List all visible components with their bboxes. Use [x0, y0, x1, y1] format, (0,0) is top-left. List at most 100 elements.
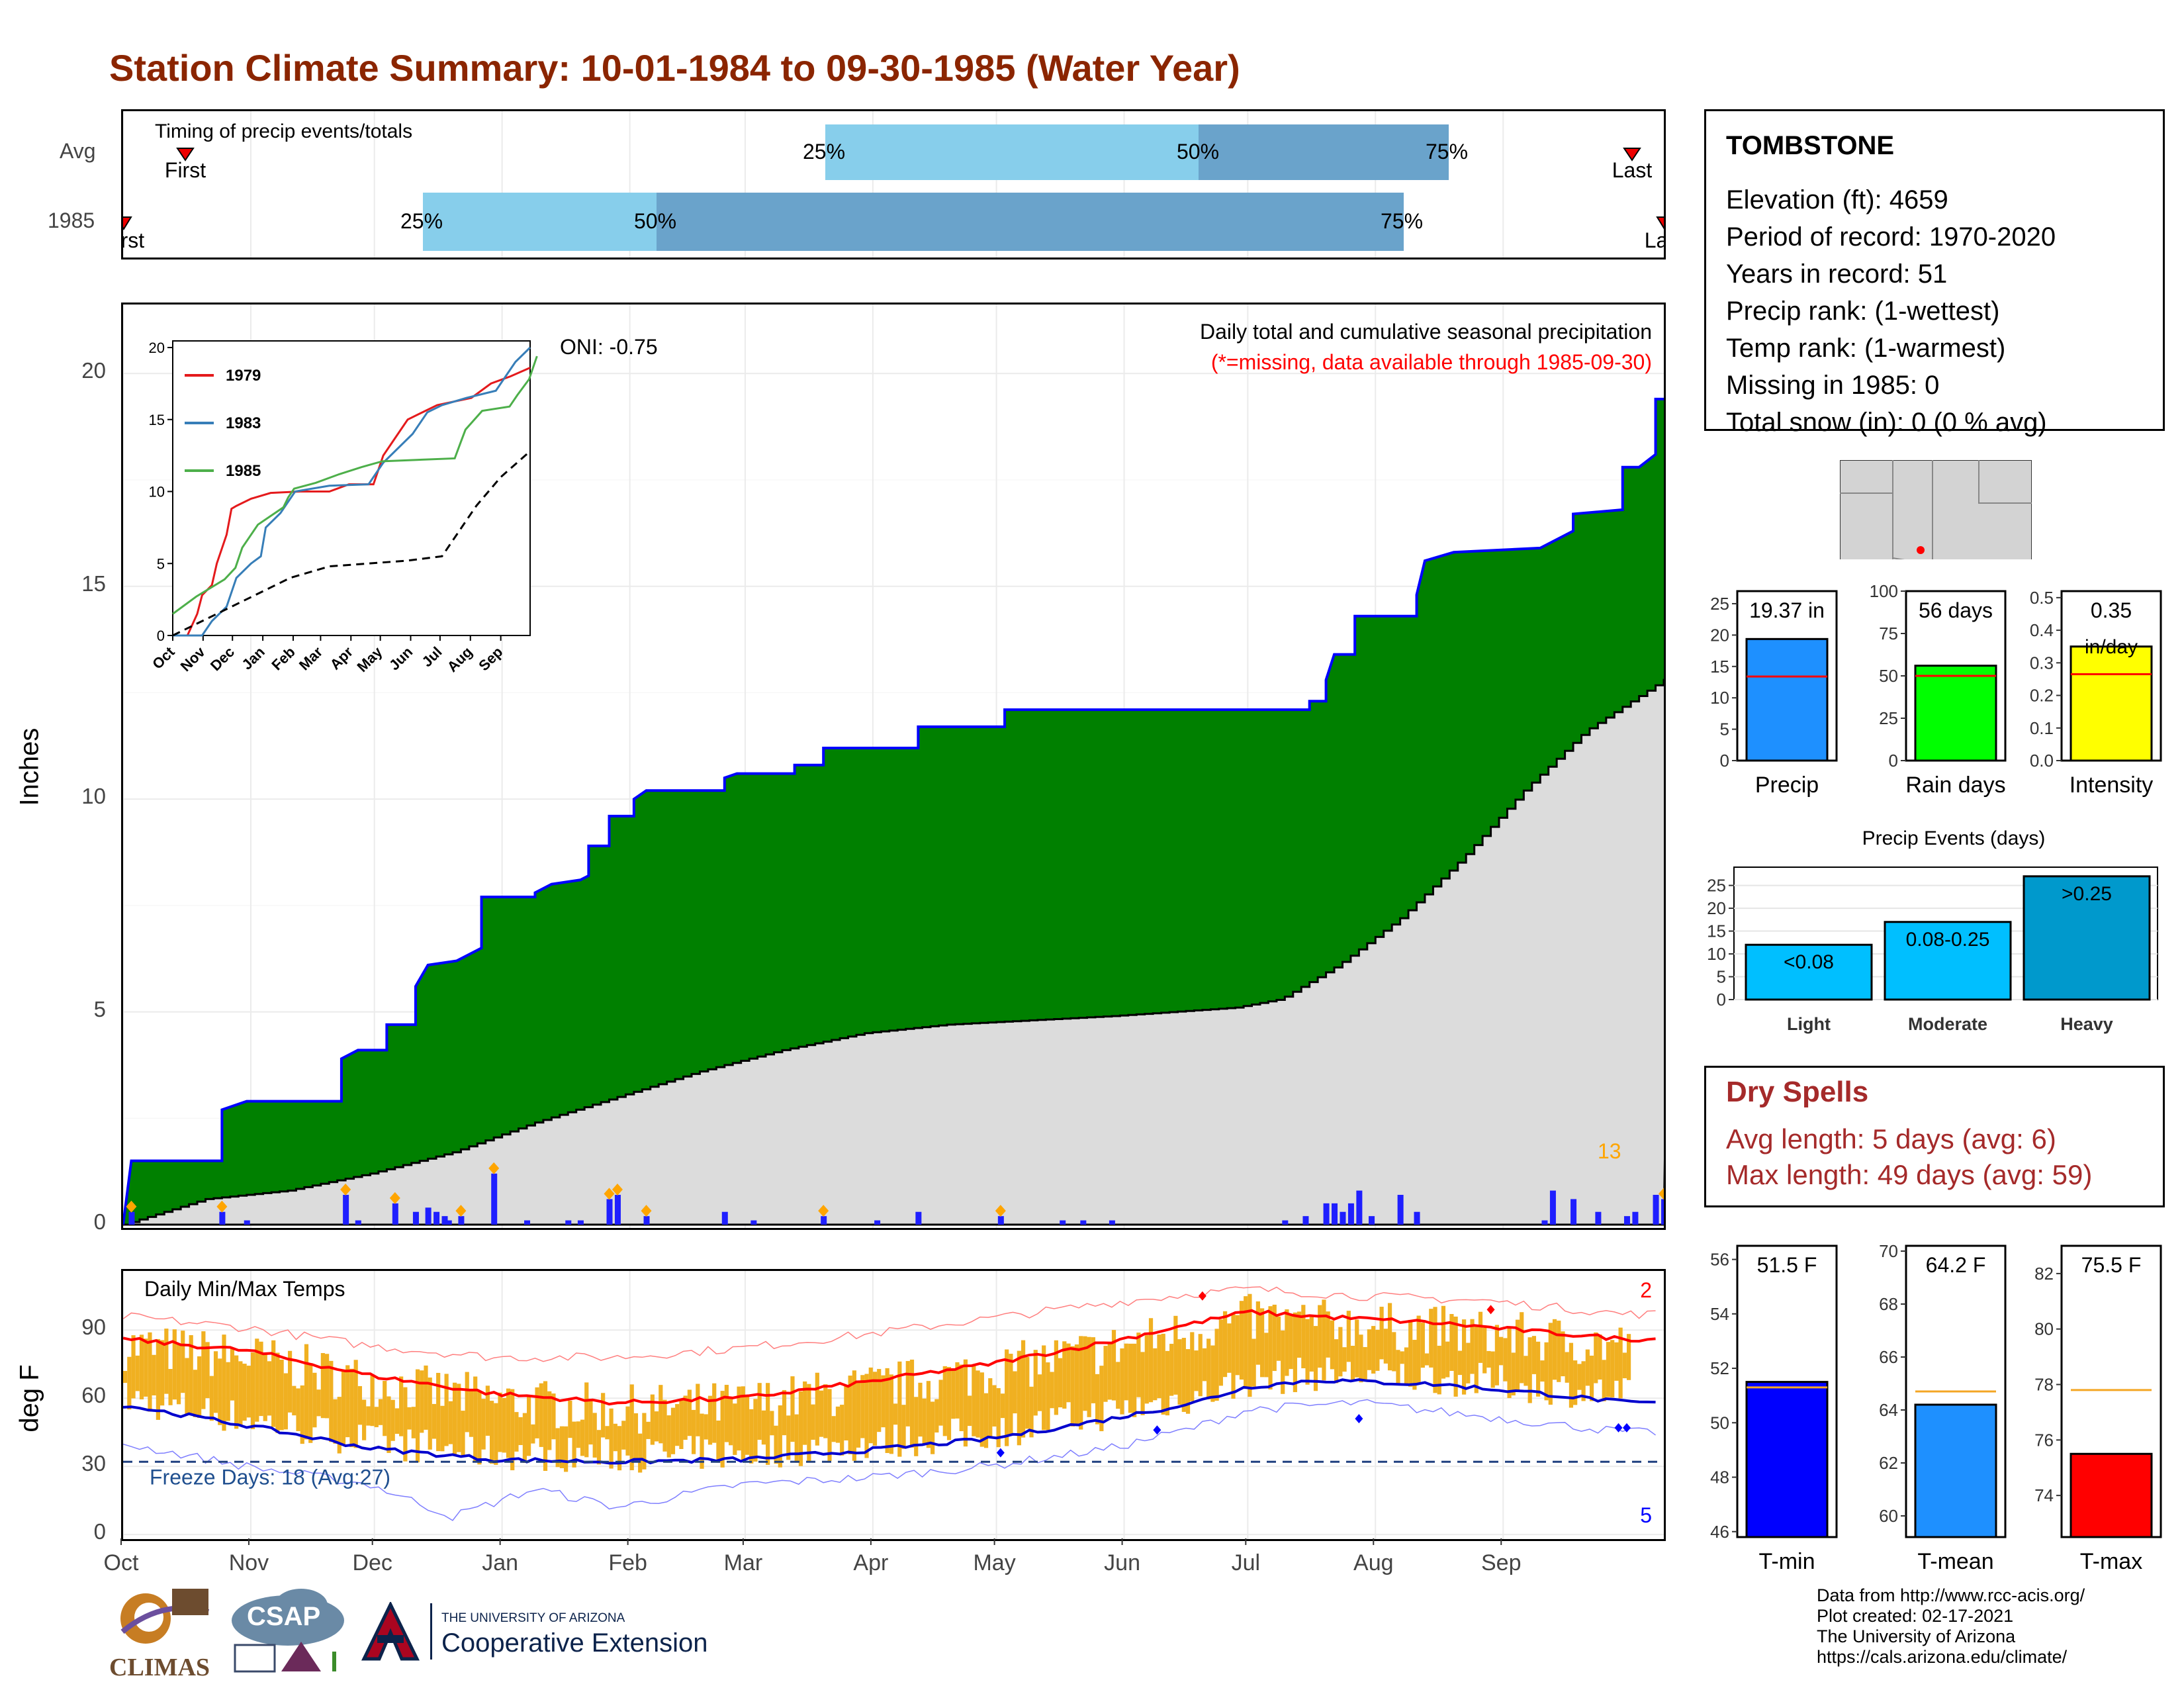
daily-temp-bar: [1363, 1346, 1367, 1380]
daily-temp-bar: [320, 1353, 325, 1419]
daily-temp-bar: [1507, 1327, 1512, 1398]
daily-temp-bar: [1577, 1364, 1582, 1390]
climas-logo-text: CLIMAS: [109, 1654, 210, 1681]
daily-temp-bar: [494, 1403, 498, 1465]
station-name: TOMBSTONE: [1726, 131, 1895, 160]
t-mean-ytick-label: 60: [1879, 1506, 1898, 1526]
precip-total-chart: 0 5 10 15 20 25 19.37 in Precip: [1710, 590, 1838, 798]
precip-events-bar-label: 0.08-0.25: [1906, 929, 1990, 951]
daily-temp-bar: [1581, 1361, 1586, 1401]
daily-temp-bar: [394, 1408, 400, 1434]
daily-temp-bar: [1527, 1337, 1532, 1403]
precip-events-bar: [2023, 875, 2151, 1001]
daily-precip-bar: [343, 1195, 349, 1225]
t-mean-ytick-label: 66: [1879, 1347, 1898, 1367]
page-title: Station Climate Summary: 10-01-1984 to 0…: [109, 47, 1240, 89]
daily-temp-bar: [296, 1388, 300, 1431]
station-snow: Total snow (in): 0 (0 % avg): [1726, 408, 2047, 437]
daily-temp-bar: [1520, 1312, 1524, 1383]
heavy-event-marker: [641, 1205, 652, 1217]
daily-temp-bar: [868, 1367, 873, 1444]
t-mean-category-label: T-mean: [1917, 1549, 1993, 1574]
daily-precip-bar: [219, 1211, 226, 1225]
temp-panel: Freeze Days: 18 (Avg:27) Daily Min/Max Te…: [121, 1269, 1666, 1541]
daily-temp-bar: [757, 1383, 762, 1440]
daily-temp-bar: [193, 1370, 198, 1417]
daily-temp-bar: [835, 1406, 841, 1443]
daily-temp-bar: [988, 1378, 993, 1438]
avg-early-bar: [825, 124, 1199, 180]
daily-temp-bar: [741, 1386, 745, 1462]
precip-total-ytick-label: 5: [1720, 720, 1729, 739]
daily-temp-bar: [1618, 1327, 1623, 1399]
daily-temp-bar: [1379, 1307, 1384, 1360]
daily-temp-bar: [481, 1399, 486, 1450]
daily-temp-bar: [506, 1388, 511, 1458]
month-label: Jul: [1232, 1550, 1260, 1575]
daily-temp-bar: [790, 1376, 795, 1442]
daily-temp-bar: [271, 1340, 276, 1427]
daily-temp-bar: [934, 1399, 939, 1433]
daily-temp-bar: [707, 1395, 713, 1445]
daily-precip-bar: [1369, 1216, 1375, 1225]
daily-temp-bar: [444, 1374, 449, 1446]
daily-temp-bar: [1005, 1349, 1009, 1446]
daily-temp-bar: [353, 1360, 358, 1448]
ua-a-icon: [361, 1601, 420, 1661]
daily-temp-bar: [1161, 1333, 1165, 1415]
daily-temp-bar: [1585, 1349, 1590, 1386]
daily-temp-bar: [1120, 1348, 1124, 1415]
daily-precip-bar: [577, 1220, 584, 1225]
inset-ytick-label: 5: [157, 555, 165, 572]
daily-temp-bar: [831, 1416, 836, 1442]
daily-temp-bar: [1058, 1358, 1063, 1408]
daily-temp-bar: [737, 1386, 741, 1451]
daily-temp-bar: [527, 1395, 531, 1456]
daily-temp-bar: [222, 1335, 226, 1431]
daily-temp-bar: [942, 1366, 947, 1436]
daily-temp-bar: [329, 1360, 334, 1442]
daily-temp-bar: [959, 1364, 964, 1432]
daily-temp-bar: [1453, 1316, 1458, 1397]
year-last-label: Last: [1645, 228, 1664, 252]
daily-precip-bar: [1653, 1195, 1659, 1225]
daily-precip-bar: [1632, 1211, 1639, 1225]
daily-temp-bar: [774, 1425, 778, 1464]
heavy-event-marker: [995, 1205, 1006, 1217]
daily-temp-bar: [1573, 1360, 1578, 1405]
precip-events-ytick-label: 25: [1707, 876, 1726, 896]
daily-temp-bar: [683, 1395, 688, 1440]
daily-temp-bar: [766, 1383, 770, 1465]
heavy-event-marker: [488, 1162, 500, 1174]
month-label: Oct: [104, 1550, 139, 1575]
daily-temp-bar: [1346, 1311, 1351, 1362]
t-min-ytick-label: 56: [1710, 1250, 1729, 1270]
daily-temp-bar: [1194, 1350, 1199, 1391]
heavy-event-marker: [389, 1192, 400, 1204]
daily-temp-bar: [181, 1331, 185, 1393]
daily-temp-bar: [1400, 1351, 1404, 1364]
precip-total-ytick-label: 25: [1710, 594, 1729, 614]
daily-temp-bar: [564, 1426, 569, 1472]
inset-ytick-label: 0: [157, 628, 165, 644]
precip-chart-subtitle: (*=missing, data available through 1985-…: [1211, 350, 1652, 374]
record-low-marker: [1355, 1414, 1363, 1424]
daily-temp-bar: [1494, 1325, 1499, 1385]
t-min-chart: 46 48 50 52 54 56 51.5 F T-min: [1710, 1244, 1838, 1574]
daily-precip-bar: [1332, 1203, 1338, 1225]
daily-temp-bar: [609, 1408, 614, 1469]
daily-temp-bar: [176, 1343, 181, 1405]
daily-temp-bar: [1251, 1338, 1256, 1387]
daily-temp-bar: [1021, 1340, 1026, 1438]
temp-chart: Freeze Days: 18 (Avg:27) Daily Min/Max Te…: [123, 1271, 1664, 1539]
daily-temp-bar: [1334, 1339, 1339, 1383]
daily-precip-bar: [445, 1220, 452, 1225]
daily-temp-bar: [951, 1370, 956, 1419]
daily-temp-bar: [918, 1382, 923, 1437]
daily-temp-bar: [420, 1370, 424, 1433]
timing-chart: Timing of precip events/totals 25% 50% 75% F…: [123, 111, 1664, 258]
temp-chart-title: Daily Min/Max Temps: [144, 1277, 345, 1301]
daily-temp-bar: [844, 1385, 848, 1441]
timing-row-label-year: 1985: [48, 209, 95, 232]
heavy-event-count: 13: [1598, 1139, 1621, 1163]
